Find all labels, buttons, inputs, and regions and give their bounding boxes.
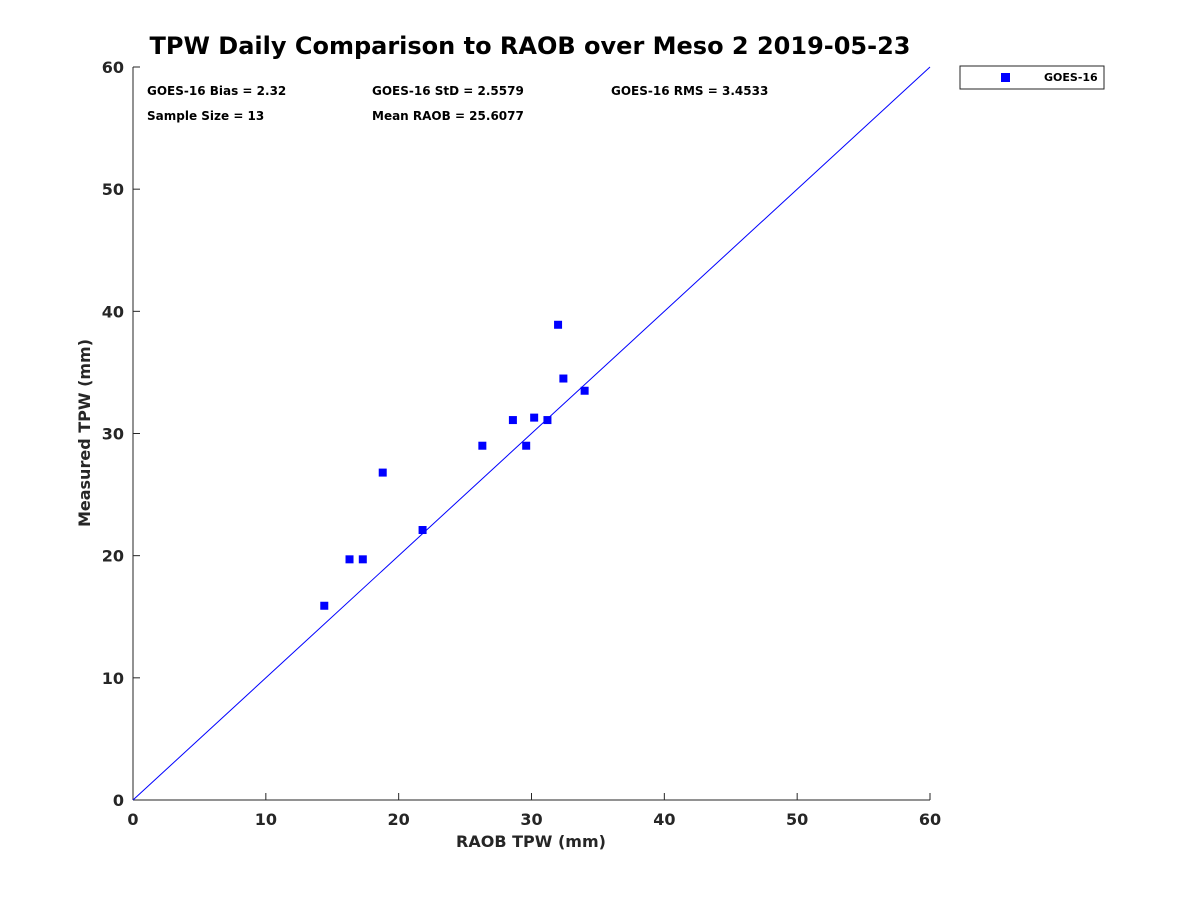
data-point: [418, 526, 427, 535]
one-to-one-line: [132, 66, 931, 801]
x-tick-label: 30: [520, 810, 542, 829]
x-tick-label: 0: [127, 810, 138, 829]
y-ticks: 0 10 20 30 40 50 60: [102, 58, 140, 810]
data-point: [320, 601, 329, 610]
x-tick-label: 10: [255, 810, 277, 829]
data-point: [358, 555, 367, 564]
y-tick-label: 30: [102, 425, 124, 444]
y-tick-label: 60: [102, 58, 124, 77]
legend: GOES-16: [959, 65, 1105, 90]
stat-rms: GOES-16 RMS = 3.4533: [611, 84, 768, 98]
reference-line-group: [132, 66, 931, 801]
data-point: [478, 441, 487, 450]
x-tick-label: 40: [653, 810, 675, 829]
y-axis-label: Measured TPW (mm): [75, 339, 94, 527]
y-tick-label: 40: [102, 302, 124, 321]
chart-title: TPW Daily Comparison to RAOB over Meso 2…: [149, 32, 910, 60]
data-point: [543, 416, 552, 425]
stat-sample-size: Sample Size = 13: [147, 109, 264, 123]
y-tick-label: 0: [113, 791, 124, 810]
stat-bias: GOES-16 Bias = 2.32: [147, 84, 286, 98]
stat-std: GOES-16 StD = 2.5579: [372, 84, 524, 98]
x-tick-label: 60: [919, 810, 941, 829]
stat-mean-raob: Mean RAOB = 25.6077: [372, 109, 524, 123]
x-axis-label: RAOB TPW (mm): [456, 832, 606, 851]
data-point: [559, 374, 568, 383]
legend-marker-square: [1001, 73, 1010, 82]
y-tick-label: 50: [102, 180, 124, 199]
y-tick-label: 10: [102, 669, 124, 688]
x-ticks: 0 10 20 30 40 50 60: [127, 793, 941, 829]
y-tick-label: 20: [102, 547, 124, 566]
data-point: [508, 416, 517, 425]
data-point: [554, 320, 563, 329]
legend-box: [959, 65, 1105, 90]
legend-label: GOES-16: [1044, 71, 1098, 84]
data-point: [378, 468, 387, 477]
x-tick-label: 20: [388, 810, 410, 829]
data-point: [345, 555, 354, 564]
data-point: [522, 441, 531, 450]
data-point: [580, 386, 589, 395]
data-point: [530, 413, 539, 422]
x-tick-label: 50: [786, 810, 808, 829]
data-points: [320, 320, 589, 610]
